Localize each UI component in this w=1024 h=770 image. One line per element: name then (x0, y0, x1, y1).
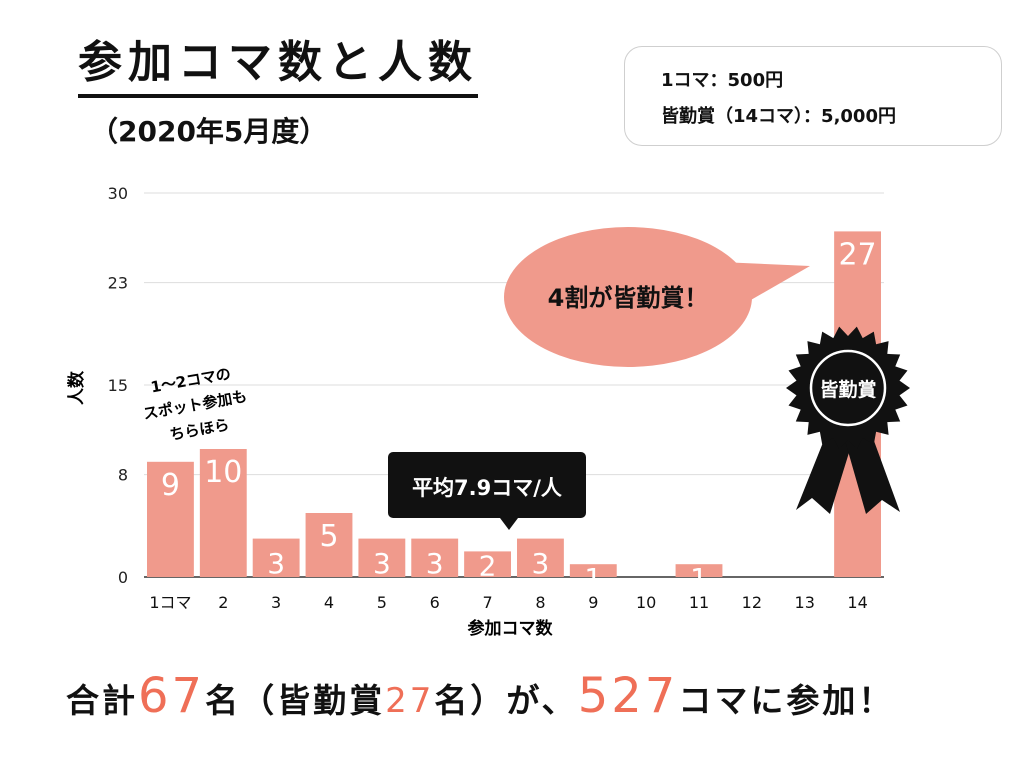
speech-bubble: 4割が皆勤賞！ (504, 227, 810, 367)
speech-bubble-body (504, 227, 752, 367)
x-tick-label: 12 (742, 593, 762, 612)
total-sessions: 527 (577, 668, 679, 724)
x-tick-label: 7 (482, 593, 492, 612)
bar-value-label: 1 (584, 562, 602, 595)
bar-value-label: 5 (319, 519, 338, 554)
y-tick-label: 8 (118, 466, 128, 485)
speech-bubble-text: 4割が皆勤賞！ (548, 284, 709, 312)
bar (411, 538, 459, 577)
bar (569, 564, 617, 577)
bar (199, 449, 247, 577)
bar-value-label: 2 (479, 549, 497, 582)
summary-text: 名（皆勤賞 (205, 681, 386, 720)
x-tick-label: 2 (218, 593, 228, 612)
x-tick-labels: 1コマ 2 3 4 5 6 7 8 9 10 11 12 13 14 (149, 593, 867, 612)
price-info-box: 1コマ：500円 皆勤賞（14コマ）：5,000円 (624, 46, 1002, 146)
bar (675, 564, 723, 577)
bar (464, 551, 511, 577)
average-callout-pointer (500, 518, 518, 530)
x-tick-label: 6 (430, 593, 440, 612)
bar (305, 513, 353, 577)
x-tick-label: 14 (847, 593, 867, 612)
bar (517, 538, 564, 577)
price-line-perfect: 皆勤賞（14コマ）：5,000円 (661, 106, 896, 127)
x-tick-label: 8 (535, 593, 545, 612)
average-callout-box (388, 452, 586, 518)
x-tick-label: 1コマ (149, 593, 191, 612)
rosette-icon (786, 326, 910, 450)
x-tick-label: 10 (636, 593, 656, 612)
y-tick-label: 15 (108, 376, 128, 395)
bar-value-label: 3 (426, 547, 444, 580)
badge-text: 皆勤賞 (819, 378, 876, 401)
x-tick-label: 3 (271, 593, 281, 612)
average-callout: 平均7.9コマ/人 (388, 452, 586, 530)
rosette-ring (809, 349, 887, 427)
y-tick-label: 0 (118, 568, 128, 587)
x-axis-label: 参加コマ数 (468, 618, 554, 639)
bar-value-label: 1 (690, 562, 708, 595)
bar-value-label: 27 (838, 237, 876, 272)
price-line-single: 1コマ：500円 (661, 70, 784, 91)
summary-text: 合計 (66, 681, 138, 720)
y-axis-label: 人数 (66, 370, 87, 405)
ribbon-left (796, 430, 856, 514)
total-count: 67 (138, 668, 206, 724)
award-badge: 皆勤賞 (786, 326, 910, 514)
bar (147, 461, 194, 577)
x-tick-label: 13 (795, 593, 815, 612)
summary-line: 合計67名（皆勤賞27名）が、527コマに参加！ (66, 664, 894, 733)
x-tick-label: 9 (588, 593, 598, 612)
bar-value-label: 3 (267, 547, 285, 580)
y-tick-label: 30 (108, 184, 128, 203)
page-subtitle: （2020年5月度） (90, 115, 328, 148)
bars: 9 10 3 5 3 3 2 3 1 1 27 (147, 231, 881, 595)
ribbon-right (842, 430, 900, 514)
bar (252, 538, 300, 577)
x-tick-label: 4 (324, 593, 334, 612)
average-text: 平均7.9コマ/人 (412, 476, 562, 500)
y-tick-label: 23 (108, 274, 128, 293)
x-tick-label: 11 (689, 593, 709, 612)
y-tick-labels: 0 8 15 23 30 (108, 184, 128, 587)
bar-value-label: 3 (532, 547, 550, 580)
bar-value-label: 10 (204, 455, 242, 490)
summary-text: 名）が、 (434, 681, 578, 720)
bar-value-label: 9 (161, 468, 180, 503)
note-line: ちらほら (168, 416, 230, 444)
perfect-count: 27 (385, 681, 435, 721)
x-tick-label: 5 (377, 593, 387, 612)
spot-note: 1～2コマの スポット参加も ちらほら (142, 365, 249, 444)
page-title: 参加コマ数と人数 (78, 34, 478, 98)
bar-value-label: 3 (373, 547, 391, 580)
summary-text: コマに参加！ (678, 681, 895, 720)
bar (358, 538, 406, 577)
